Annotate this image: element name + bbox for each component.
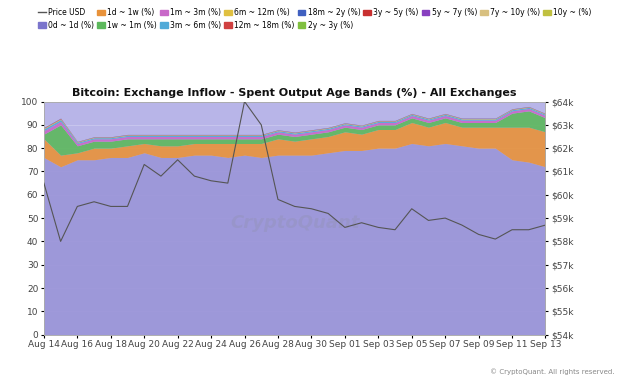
Text: CryptoQuant: CryptoQuant — [230, 214, 359, 232]
Text: © CryptoQuant. All rights reserved.: © CryptoQuant. All rights reserved. — [490, 368, 614, 375]
Legend: Price USD, 0d ~ 1d (%), 1d ~ 1w (%), 1w ~ 1m (%), 1m ~ 3m (%), 3m ~ 6m (%), 6m ~: Price USD, 0d ~ 1d (%), 1d ~ 1w (%), 1w … — [38, 8, 593, 31]
Title: Bitcoin: Exchange Inflow - Spent Output Age Bands (%) - All Exchanges: Bitcoin: Exchange Inflow - Spent Output … — [73, 88, 517, 98]
